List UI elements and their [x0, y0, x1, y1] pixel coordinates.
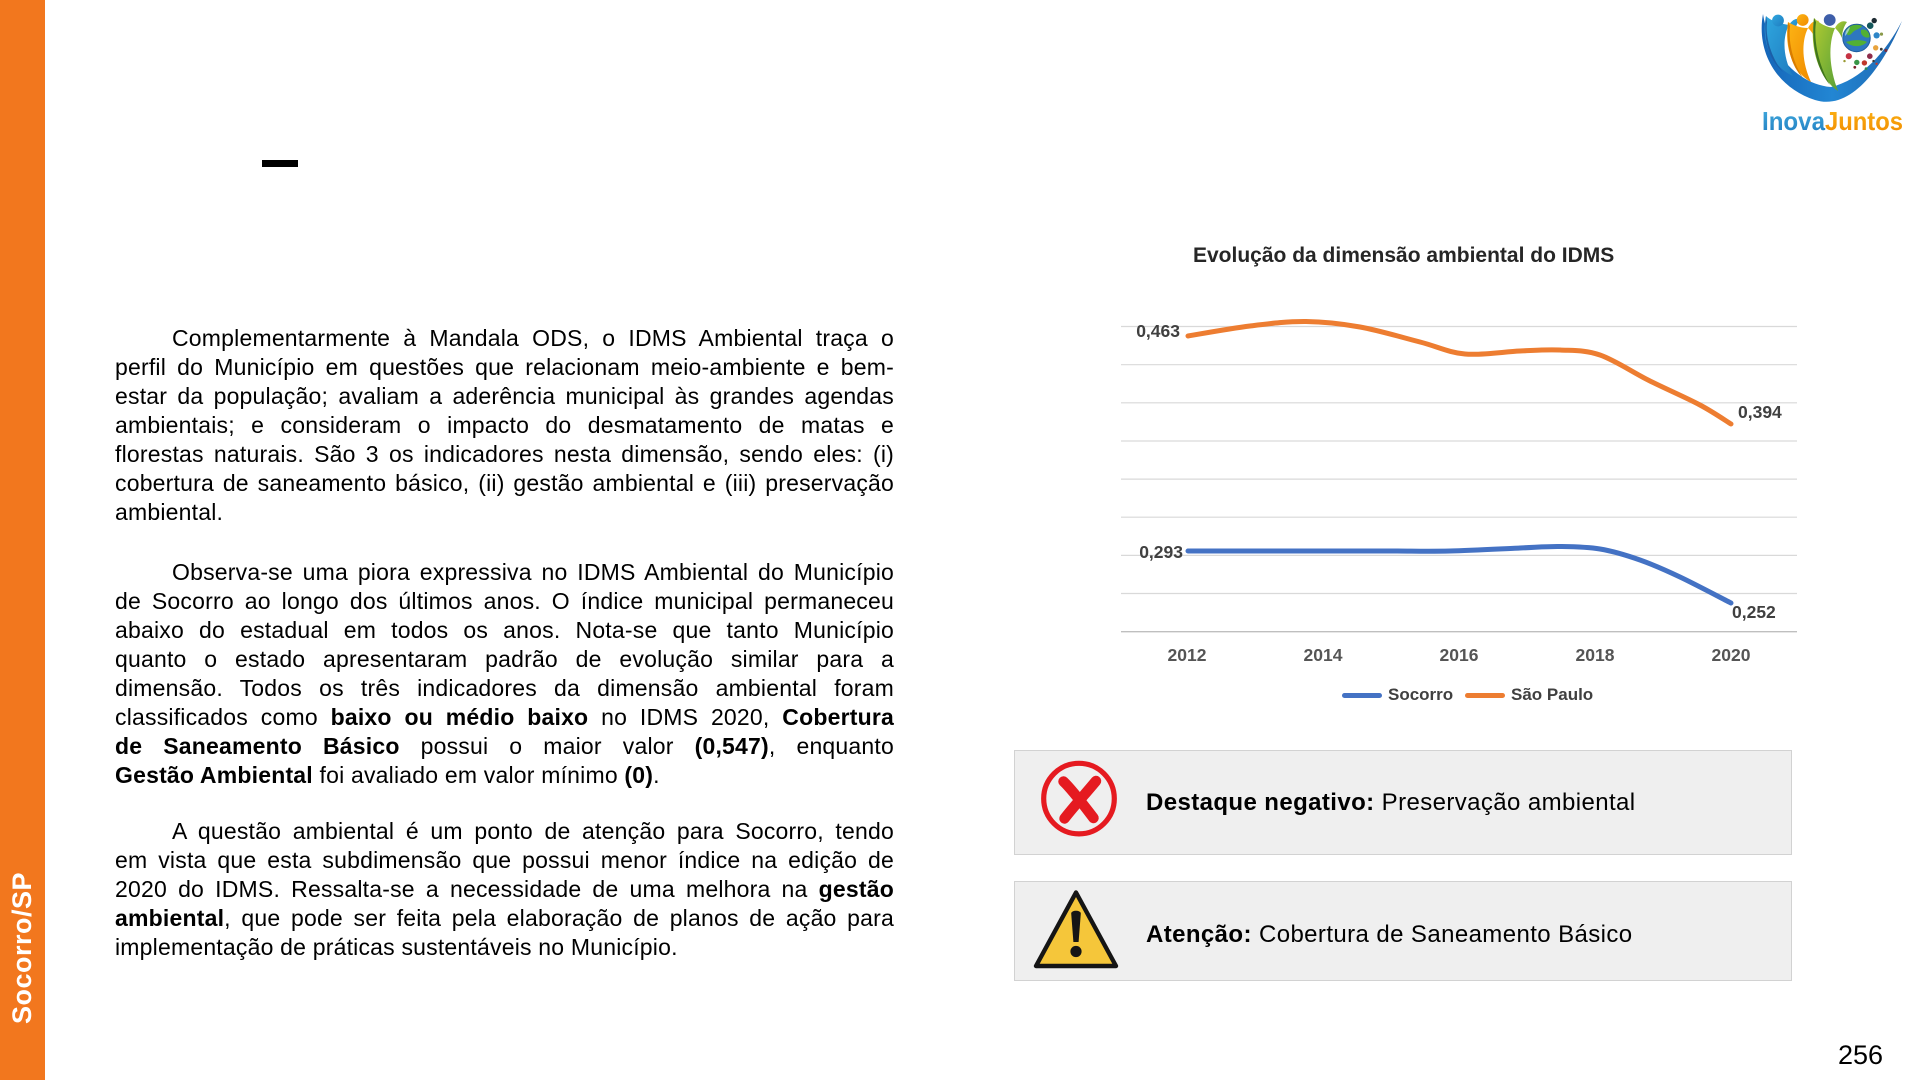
svg-text:Juntos: Juntos [1825, 106, 1903, 136]
svg-text:Inova: Inova [1762, 106, 1825, 136]
